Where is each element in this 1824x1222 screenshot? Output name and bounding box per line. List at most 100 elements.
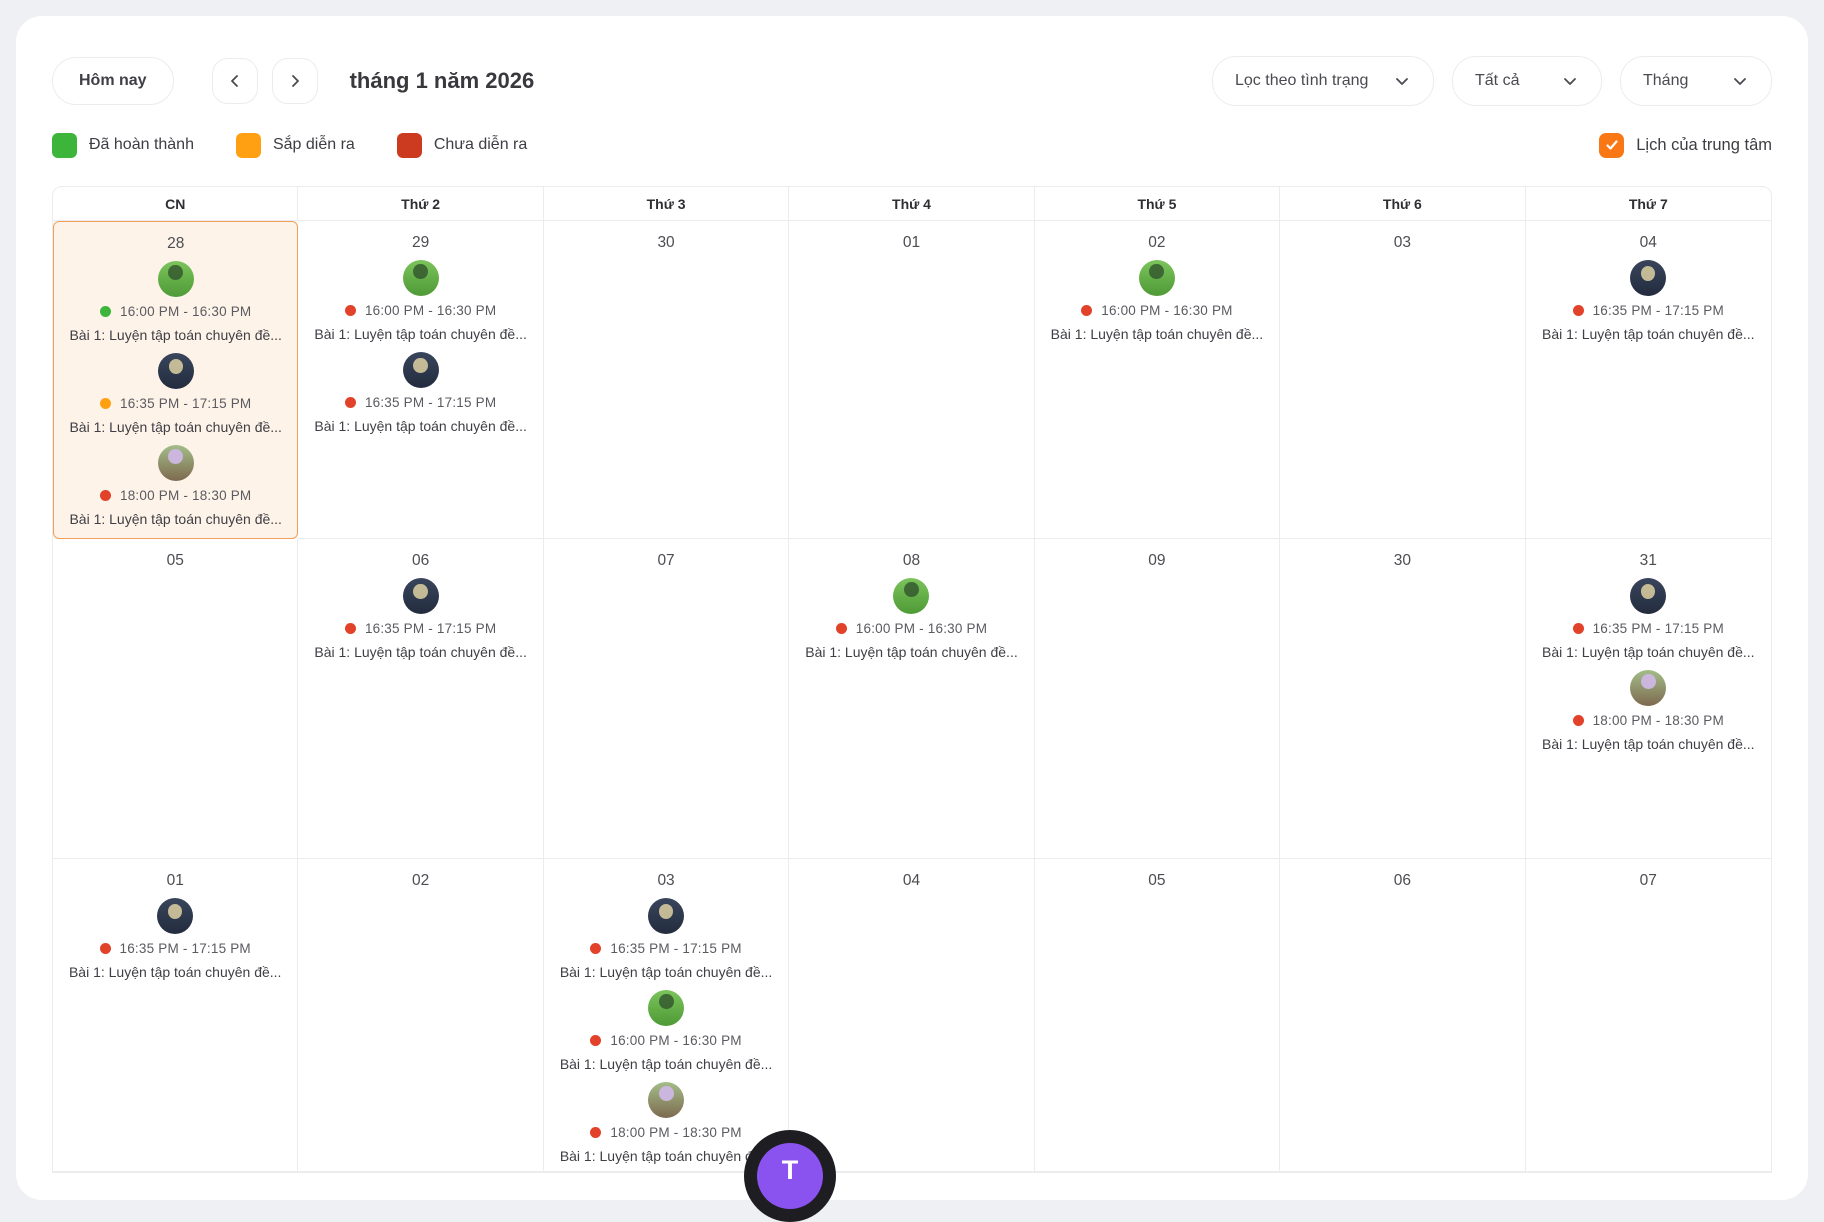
status-dot xyxy=(345,623,356,634)
status-dot xyxy=(590,943,601,954)
student-avatar xyxy=(1139,260,1175,296)
calendar-day-cell[interactable]: 01 xyxy=(789,221,1034,539)
checkbox-checked-icon[interactable] xyxy=(1599,133,1624,158)
student-avatar xyxy=(1630,578,1666,614)
calendar-day-cell[interactable]: 06 xyxy=(1280,859,1525,1172)
event-time: 18:00 PM - 18:30 PM xyxy=(1593,713,1724,728)
event-time-row: 16:00 PM - 16:30 PM xyxy=(1081,303,1232,318)
status-dot xyxy=(590,1035,601,1046)
center-calendar-label: Lịch của trung tâm xyxy=(1636,136,1772,155)
calendar-day-cell[interactable]: 05 xyxy=(53,539,298,859)
toolbar: Hôm nay tháng 1 năm 2026 Lọc theo tình t… xyxy=(52,56,1772,106)
event-time-row: 16:35 PM - 17:15 PM xyxy=(1573,303,1724,318)
calendar-day-cell[interactable]: 02 xyxy=(298,859,543,1172)
status-dot xyxy=(1573,305,1584,316)
calendar-day-cell[interactable]: 07 xyxy=(1526,859,1771,1172)
day-number: 01 xyxy=(903,234,920,252)
calendar-day-cell[interactable]: 30 xyxy=(544,221,789,539)
day-number: 04 xyxy=(1640,234,1657,252)
calendar-day-cell[interactable]: 30 xyxy=(1280,539,1525,859)
day-number: 06 xyxy=(412,552,429,570)
event-time-row: 18:00 PM - 18:30 PM xyxy=(100,488,251,503)
fab-button[interactable]: T xyxy=(757,1143,823,1209)
filter-status-dropdown[interactable]: Lọc theo tình trạng xyxy=(1212,56,1434,106)
status-dot xyxy=(345,305,356,316)
event-time: 18:00 PM - 18:30 PM xyxy=(610,1125,741,1140)
event-title: Bài 1: Luyện tập toán chuyên đề... xyxy=(1542,326,1755,342)
event-time-row: 16:35 PM - 17:15 PM xyxy=(345,621,496,636)
legend-completed: Đã hoàn thành xyxy=(52,133,194,158)
event-time: 16:35 PM - 17:15 PM xyxy=(1593,303,1724,318)
filter-all-label: Tất cả xyxy=(1475,72,1519,90)
student-avatar xyxy=(893,578,929,614)
status-dot xyxy=(836,623,847,634)
day-number: 28 xyxy=(167,235,184,253)
day-header-thu3: Thứ 3 xyxy=(544,187,789,220)
calendar-day-cell[interactable]: 07 xyxy=(544,539,789,859)
calendar-day-cell[interactable]: 05 xyxy=(1035,859,1280,1172)
event-title: Bài 1: Luyện tập toán chuyên đề... xyxy=(69,419,282,435)
next-month-button[interactable] xyxy=(272,58,318,104)
day-number: 07 xyxy=(1640,872,1657,890)
event-item[interactable]: 16:35 PM - 17:15 PM Bài 1: Luyện tập toán… xyxy=(1526,260,1771,348)
student-avatar xyxy=(648,1082,684,1118)
month-nav xyxy=(212,58,318,104)
event-title: Bài 1: Luyện tập toán chuyên đề... xyxy=(560,1056,773,1072)
day-number: 31 xyxy=(1640,552,1657,570)
chevron-down-icon xyxy=(1561,72,1579,90)
filter-all-dropdown[interactable]: Tất cả xyxy=(1452,56,1602,106)
student-avatar xyxy=(403,260,439,296)
day-number: 03 xyxy=(657,872,674,890)
student-avatar xyxy=(648,990,684,1026)
event-item[interactable]: 16:35 PM - 17:15 PM Bài 1: Luyện tập toán… xyxy=(54,353,297,441)
today-button[interactable]: Hôm nay xyxy=(52,57,174,105)
event-time-row: 18:00 PM - 18:30 PM xyxy=(590,1125,741,1140)
prev-month-button[interactable] xyxy=(212,58,258,104)
event-title: Bài 1: Luyện tập toán chuyên đề... xyxy=(560,1148,773,1164)
calendar-day-cell[interactable]: 04 xyxy=(789,859,1034,1172)
event-time: 16:35 PM - 17:15 PM xyxy=(120,396,251,411)
student-avatar xyxy=(403,352,439,388)
calendar-day-cell[interactable]: 03 xyxy=(1280,221,1525,539)
calendar-card: Hôm nay tháng 1 năm 2026 Lọc theo tình t… xyxy=(16,16,1808,1200)
day-number: 01 xyxy=(167,872,184,890)
view-mode-label: Tháng xyxy=(1643,72,1688,90)
calendar-day-cell[interactable]: 04 16:35 PM - 17:15 PM Bài 1: Luyện tập to… xyxy=(1526,221,1771,539)
view-mode-dropdown[interactable]: Tháng xyxy=(1620,56,1772,106)
student-avatar xyxy=(158,445,194,481)
event-time-row: 16:35 PM - 17:15 PM xyxy=(590,941,741,956)
calendar-day-cell[interactable]: 09 xyxy=(1035,539,1280,859)
event-time: 16:35 PM - 17:15 PM xyxy=(610,941,741,956)
event-time: 16:00 PM - 16:30 PM xyxy=(365,303,496,318)
center-calendar-checkbox[interactable]: Lịch của trung tâm xyxy=(1599,133,1772,158)
event-time-row: 16:35 PM - 17:15 PM xyxy=(100,396,251,411)
event-time-row: 16:00 PM - 16:30 PM xyxy=(345,303,496,318)
checkmark-icon xyxy=(1605,138,1619,152)
day-number: 04 xyxy=(903,872,920,890)
day-number: 07 xyxy=(657,552,674,570)
day-header-cn: CN xyxy=(53,187,298,220)
legend-not-started-label: Chưa diễn ra xyxy=(434,136,527,154)
